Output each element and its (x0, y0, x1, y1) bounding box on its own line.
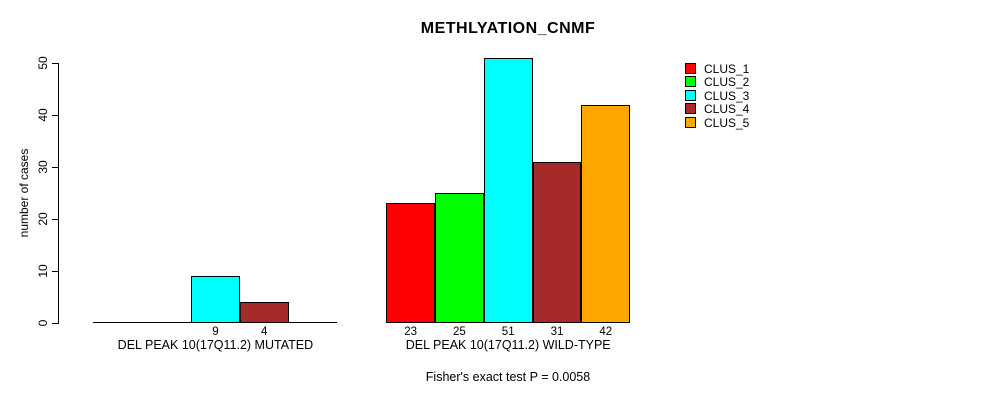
chart-title: METHLYATION_CNMF (420, 20, 596, 37)
zero-height-bar (93, 322, 143, 324)
bar-value-label: 42 (599, 326, 613, 338)
bar (435, 193, 484, 323)
legend-swatch (685, 89, 696, 101)
y-axis-tick (52, 114, 59, 116)
y-axis-tick-label: 0 (36, 319, 50, 327)
y-axis-tick (52, 218, 59, 220)
y-axis-tick-label: 50 (36, 56, 50, 70)
legend-label: CLUS_4 (704, 102, 750, 117)
y-axis-tick-label: 40 (36, 108, 50, 122)
bar (191, 276, 240, 323)
bar-value-label: 23 (404, 326, 417, 338)
bar-value-label: 51 (501, 326, 515, 338)
legend-swatch (685, 76, 696, 88)
legend-label: CLUS_3 (704, 88, 750, 103)
category-label: DEL PEAK 10(17Q11.2) MUTATED (117, 338, 314, 352)
y-axis-tick (52, 62, 59, 64)
y-axis-tick-label: 10 (36, 264, 50, 278)
bar (386, 203, 435, 323)
zero-height-bar (288, 322, 338, 324)
legend-label: CLUS_5 (704, 115, 750, 130)
y-axis-tick-label: 20 (36, 212, 50, 226)
bar (239, 302, 289, 323)
legend-label: CLUS_1 (704, 62, 750, 76)
y-axis-tick (52, 270, 59, 272)
fisher-test-annotation: Fisher's exact test P = 0.0058 (425, 370, 591, 384)
bar (581, 104, 631, 323)
bar (483, 57, 533, 323)
y-axis-label: number of cases (17, 148, 31, 238)
y-axis-tick-label: 30 (36, 160, 50, 174)
legend-label: CLUS_2 (704, 75, 750, 90)
legend-swatch (685, 63, 696, 74)
bar-value-label: 9 (212, 326, 219, 338)
legend-swatch (685, 103, 696, 115)
y-axis-tick (52, 166, 59, 168)
bar-value-label: 31 (550, 326, 564, 338)
y-axis-tick (52, 322, 59, 324)
zero-height-bar (142, 322, 191, 324)
category-label: DEL PEAK 10(17Q11.2) WILD-TYPE (405, 338, 611, 352)
bar-value-label: 25 (453, 326, 466, 338)
bar-value-label: 4 (260, 326, 268, 338)
bar (532, 161, 582, 323)
y-axis-line (58, 63, 60, 324)
legend-swatch (685, 116, 696, 128)
